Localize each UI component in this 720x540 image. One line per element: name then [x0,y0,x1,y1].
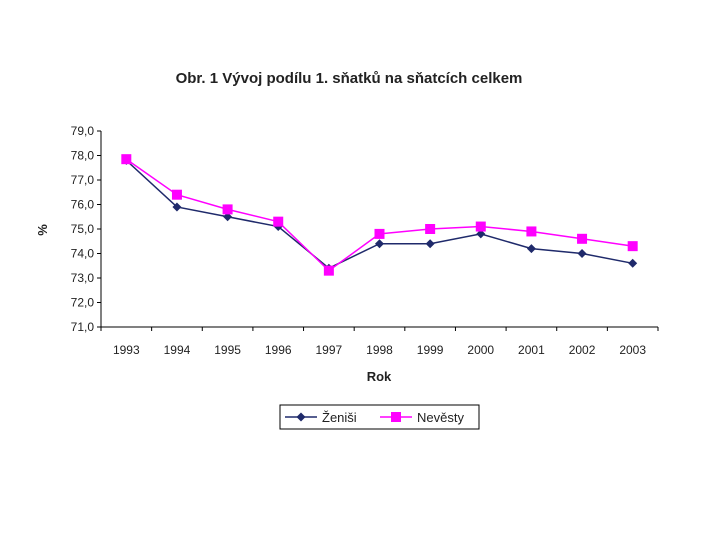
legend-marker [296,412,306,422]
x-tick-label: 2000 [467,343,494,357]
x-tick-label: 1997 [316,343,343,357]
data-point [222,204,233,215]
data-point [273,216,284,227]
x-tick-label: 2001 [518,343,545,357]
y-tick-label: 76,0 [71,198,95,212]
legend: Ženiši Nevěsty [279,404,480,430]
y-tick-label: 77,0 [71,173,95,187]
axes: 71,0 72,0 73,0 74,0 75,0 76,0 77,0 78,0 79,0 1993… [71,124,659,357]
x-tick-label: 1994 [164,343,191,357]
data-point [526,226,537,237]
legend-box [279,404,480,430]
x-tick-label: 1996 [265,343,292,357]
x-tick-label: 1999 [417,343,444,357]
y-tick-label: 78,0 [71,149,95,163]
legend-label: Nevěsty [417,410,464,425]
x-tick-label: 2002 [569,343,596,357]
legend-entry: Ženiši [285,410,357,425]
x-tick-label: 1998 [366,343,393,357]
series-line [125,159,633,270]
y-tick-label: 73,0 [71,271,95,285]
data-point [171,189,182,200]
data-point [323,265,334,276]
x-axis-label: Rok [367,369,392,384]
data-point [172,202,182,212]
data-point [627,241,638,252]
data-point [374,228,385,239]
data-point [223,212,233,222]
data-point [628,258,638,268]
data-point [121,154,132,165]
data-point [577,233,588,244]
series-lines [121,154,638,276]
legend-marker [391,412,401,422]
legend-label: Ženiši [322,410,357,425]
series-zenisi [121,155,638,273]
y-tick-label: 79,0 [71,124,95,138]
data-point [375,239,384,249]
y-tick-label: 72,0 [71,296,95,310]
data-point [425,224,436,234]
y-tick-label: 74,0 [71,247,95,261]
legend-entry: Nevěsty [380,410,464,425]
data-point [475,221,486,232]
y-axis-label: % [35,224,50,236]
chart-title: Obr. 1 Vývoj podílu 1. sňatků na sňatcíc… [175,70,523,87]
series-nevesty [121,154,638,276]
x-tick-label: 2003 [619,343,646,357]
data-point [476,229,486,239]
x-tick-label: 1993 [113,343,140,357]
data-point [577,249,587,258]
y-tick-label: 75,0 [71,222,95,236]
data-point [425,239,435,249]
y-tick-label: 71,0 [71,320,95,334]
series-line [125,158,633,272]
data-point [526,244,536,254]
x-tick-label: 1995 [214,343,241,357]
